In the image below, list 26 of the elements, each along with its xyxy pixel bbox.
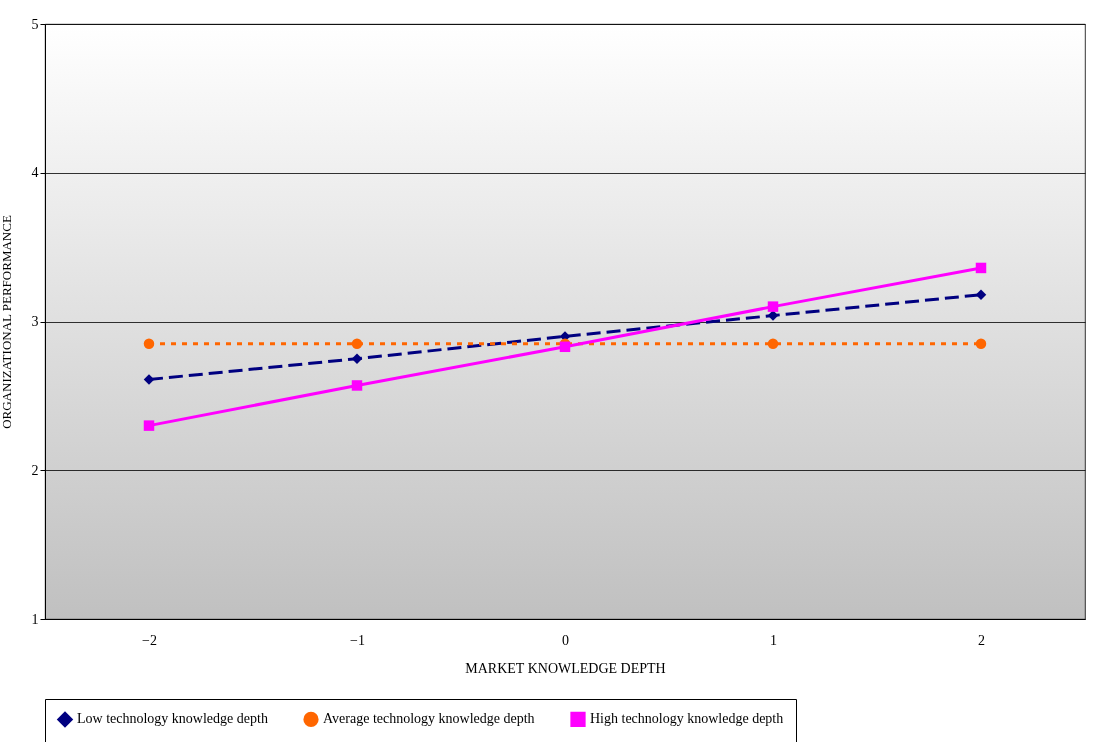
legend-label: Low technology knowledge depth <box>77 711 268 727</box>
x-tick-label: 2 <box>978 632 985 648</box>
point <box>143 374 155 385</box>
x-tick-label: 1 <box>770 632 777 648</box>
y-tick-label: 3 <box>31 314 39 329</box>
point <box>351 338 363 350</box>
point <box>975 289 987 300</box>
y-tick-label: 5 <box>31 16 39 32</box>
point <box>351 380 363 391</box>
point <box>767 301 779 312</box>
y-tick-label: 1 <box>31 611 39 627</box>
point <box>143 420 155 431</box>
x-tick-label: 0 <box>562 632 569 648</box>
y-tick-label: 2 <box>31 462 39 478</box>
point <box>351 353 363 364</box>
point <box>767 338 779 350</box>
point <box>143 338 155 350</box>
y-tick-label: 4 <box>31 165 39 181</box>
point <box>975 262 987 274</box>
y-axis-title: ORGANIZATIONAL PERFORMANCE <box>0 215 14 429</box>
legend-label: High technology knowledge depth <box>590 711 784 727</box>
x-tick-label: −2 <box>142 632 157 648</box>
point <box>975 338 987 350</box>
x-axis-title: MARKET KNOWLEDGE DEPTH <box>465 660 666 676</box>
legend-label: Average technology knowledge depth <box>323 711 535 727</box>
x-tick-label: −1 <box>350 632 365 648</box>
